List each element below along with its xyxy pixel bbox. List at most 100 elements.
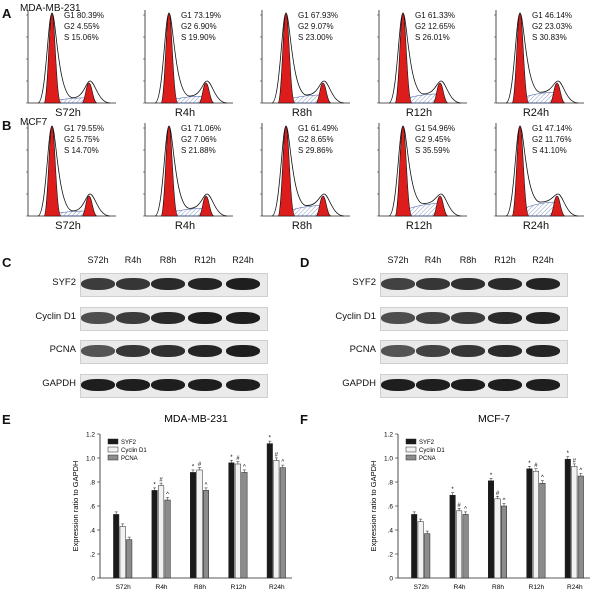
protein-band — [526, 379, 560, 391]
chart-svg: MDA-MB-231 Expression ratio to GAPDH 0 .2 .4… — [71, 413, 292, 591]
bar-syf2 — [449, 494, 456, 579]
histogram-b-4 — [486, 121, 586, 221]
histogram-label: R4h — [174, 107, 196, 119]
y-tick-label: 1.2 — [86, 432, 95, 439]
histogram-plot — [260, 123, 350, 217]
histogram-a-1 — [135, 8, 235, 108]
panel-letter-a: A — [2, 6, 12, 21]
bar-cyclin-d1 — [417, 521, 424, 579]
fit-curve — [388, 12, 462, 104]
fit-curve — [388, 125, 462, 217]
legend-label: Cyclin D1 — [121, 448, 147, 454]
stat-s: S 19.90% — [181, 33, 216, 42]
bar-cyclin-d1 — [158, 485, 165, 579]
histogram-plot — [377, 10, 467, 104]
bar-pcna — [577, 475, 584, 579]
lane-label-0: S72h — [87, 255, 109, 265]
protein-band — [488, 379, 522, 391]
fit-curve — [154, 125, 228, 217]
significance-mark: * — [269, 436, 272, 442]
legend-swatch — [107, 454, 119, 461]
x-tick-label: R12h — [529, 584, 545, 591]
g2-peak — [315, 82, 332, 104]
significance-mark: # — [573, 458, 577, 464]
protein-band — [81, 278, 115, 290]
chart-title: MCF-7 — [478, 413, 510, 425]
chart-title: MDA-MB-231 — [164, 413, 228, 425]
stat-s: S 23.00% — [298, 33, 333, 42]
protein-band — [116, 312, 150, 324]
lane-label-0: S72h — [387, 255, 409, 265]
y-tick-label: .8 — [90, 480, 96, 487]
stat-g2: G2 5.75% — [64, 135, 100, 144]
lane-label-3: R12h — [494, 255, 516, 265]
y-tick-label: .6 — [90, 504, 96, 511]
protein-band — [81, 312, 115, 324]
significance-mark: * — [451, 487, 454, 493]
histogram-plot — [26, 123, 116, 217]
legend-label: PCNA — [419, 456, 436, 462]
histogram-a-2 — [252, 8, 352, 108]
stat-s: S 35.59% — [415, 146, 450, 155]
g2-peak — [81, 195, 98, 217]
stat-s: S 21.88% — [181, 146, 216, 155]
stat-g2: G2 4.55% — [64, 22, 100, 31]
stat-s: S 15.06% — [64, 33, 99, 42]
legend-swatch — [405, 438, 417, 445]
blot-row-label-1: Cyclin D1 — [35, 311, 76, 322]
histogram-plot — [26, 10, 116, 104]
protein-band — [381, 278, 415, 290]
g2-peak — [198, 195, 215, 217]
bar-cyclin-d1 — [571, 466, 578, 579]
y-axis-title: Expression ratio to GAPDH — [71, 461, 80, 552]
protein-band — [526, 278, 560, 290]
protein-band — [81, 345, 115, 357]
chart-svg: MCF-7 Expression ratio to GAPDH 0 .2 .4 .6 .8 1… — [369, 413, 590, 591]
histogram-a-4 — [486, 8, 586, 108]
significance-mark: # — [236, 456, 240, 462]
protein-band — [188, 278, 222, 290]
blot-row-label-3: GAPDH — [42, 378, 76, 389]
bar-syf2 — [113, 514, 120, 579]
protein-band — [451, 278, 485, 290]
y-tick-label: .2 — [388, 552, 394, 559]
significance-mark: ^ — [281, 460, 284, 466]
x-tick-label: R4h — [454, 584, 466, 591]
x-tick-label: R24h — [567, 584, 583, 591]
y-tick-label: 0 — [91, 576, 95, 583]
fit-curve — [37, 12, 111, 104]
bar-pcna — [126, 539, 133, 579]
significance-mark: * — [490, 473, 493, 479]
stat-s: S 29.86% — [298, 146, 333, 155]
significance-mark: # — [534, 463, 538, 469]
significance-mark: * — [567, 451, 570, 457]
g2-peak — [81, 82, 98, 104]
bar-cyclin-d1 — [234, 463, 241, 579]
stat-g2: G2 9.45% — [415, 135, 451, 144]
significance-mark: ^ — [464, 506, 467, 512]
histogram-b-0 — [18, 121, 118, 221]
protein-band — [188, 379, 222, 391]
bar-cyclin-d1 — [456, 510, 463, 579]
protein-band — [488, 278, 522, 290]
significance-mark: * — [230, 455, 233, 461]
histogram-label: S72h — [55, 107, 81, 119]
significance-mark: ^ — [541, 475, 544, 481]
protein-band — [526, 312, 560, 324]
bar-cyclin-d1 — [494, 498, 501, 579]
fit-curve — [271, 125, 345, 217]
protein-band — [381, 379, 415, 391]
g2-peak — [432, 82, 449, 104]
blot-row-label-0: SYF2 — [352, 277, 376, 288]
y-tick-label: .8 — [388, 480, 394, 487]
y-tick-label: .4 — [90, 528, 96, 535]
legend-label: Cyclin D1 — [419, 448, 445, 454]
protein-band — [116, 345, 150, 357]
protein-band — [226, 379, 260, 391]
legend-label: SYF2 — [121, 440, 137, 446]
protein-band — [226, 312, 260, 324]
x-tick-label: R12h — [231, 584, 247, 591]
protein-band — [416, 312, 450, 324]
stat-s: S 14.70% — [64, 146, 99, 155]
blot-row-label-2: PCNA — [49, 344, 76, 355]
